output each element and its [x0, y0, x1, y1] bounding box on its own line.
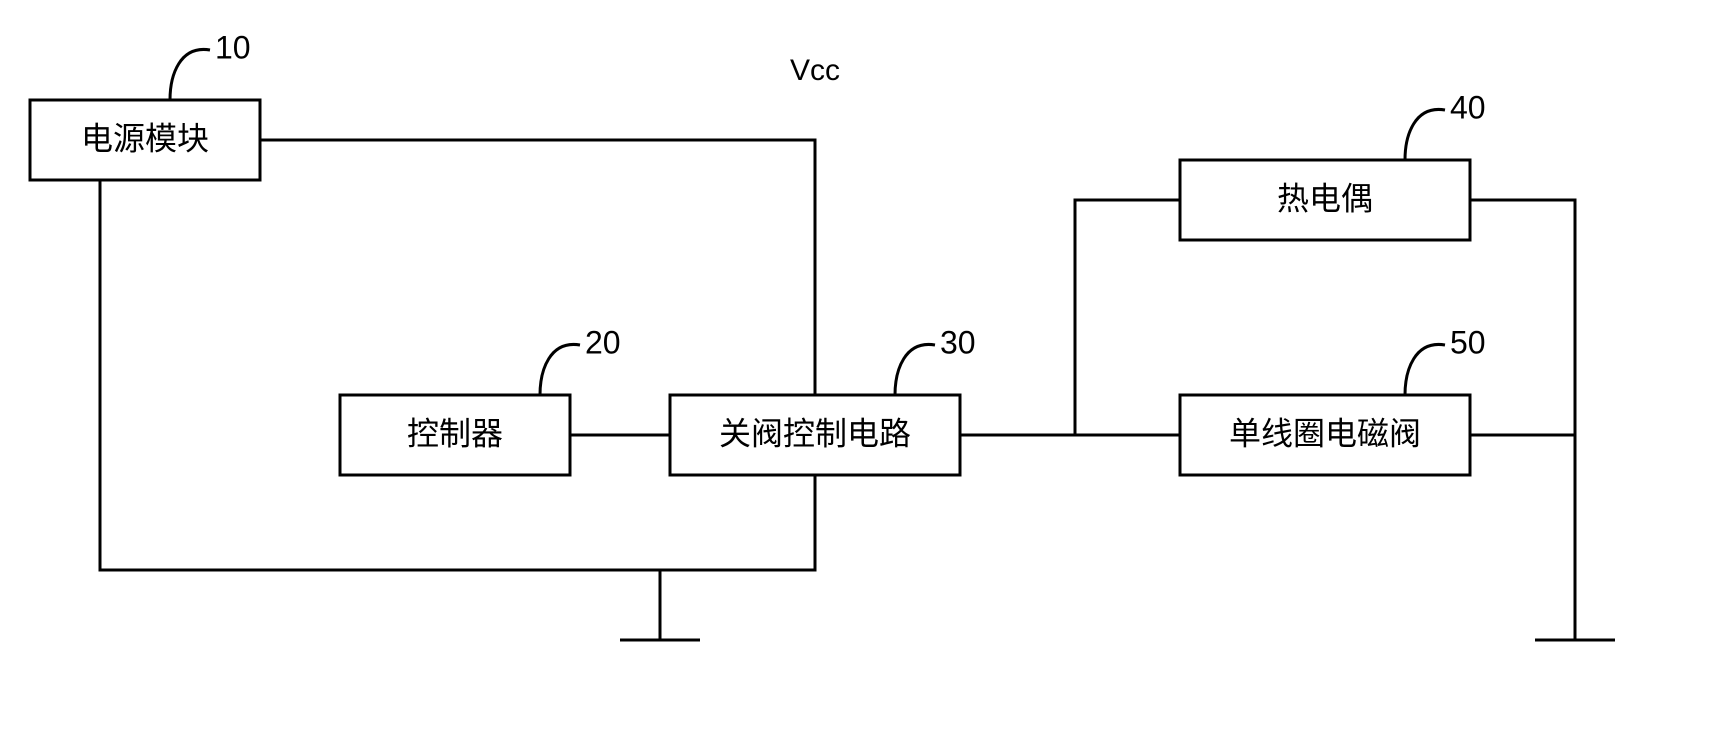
- block-id-thermocouple: 40: [1450, 89, 1486, 125]
- leader-thermocouple: [1405, 109, 1445, 160]
- leader-solenoid: [1405, 344, 1445, 395]
- block-id-controller: 20: [585, 324, 621, 360]
- block-label-power: 电源模块: [81, 120, 209, 156]
- wire-power-to-vcc-to-valve: [260, 140, 815, 395]
- wire-power-down-left: [100, 180, 660, 570]
- wire-thermo-right: [1470, 200, 1575, 435]
- block-label-solenoid: 单线圈电磁阀: [1229, 415, 1421, 451]
- wire-valve-down-to-gnd1: [660, 475, 815, 640]
- block-id-solenoid: 50: [1450, 324, 1486, 360]
- vcc-label: Vcc: [790, 54, 840, 87]
- leader-power: [170, 49, 210, 100]
- leader-controller: [540, 344, 580, 395]
- block-label-thermocouple: 热电偶: [1277, 180, 1373, 216]
- block-label-valve_ctrl: 关阀控制电路: [719, 415, 911, 451]
- leader-valve_ctrl: [895, 344, 935, 395]
- wire-branch-up-thermo: [1075, 200, 1180, 435]
- block-id-power: 10: [215, 29, 251, 65]
- block-id-valve_ctrl: 30: [940, 324, 976, 360]
- block-label-controller: 控制器: [407, 415, 503, 451]
